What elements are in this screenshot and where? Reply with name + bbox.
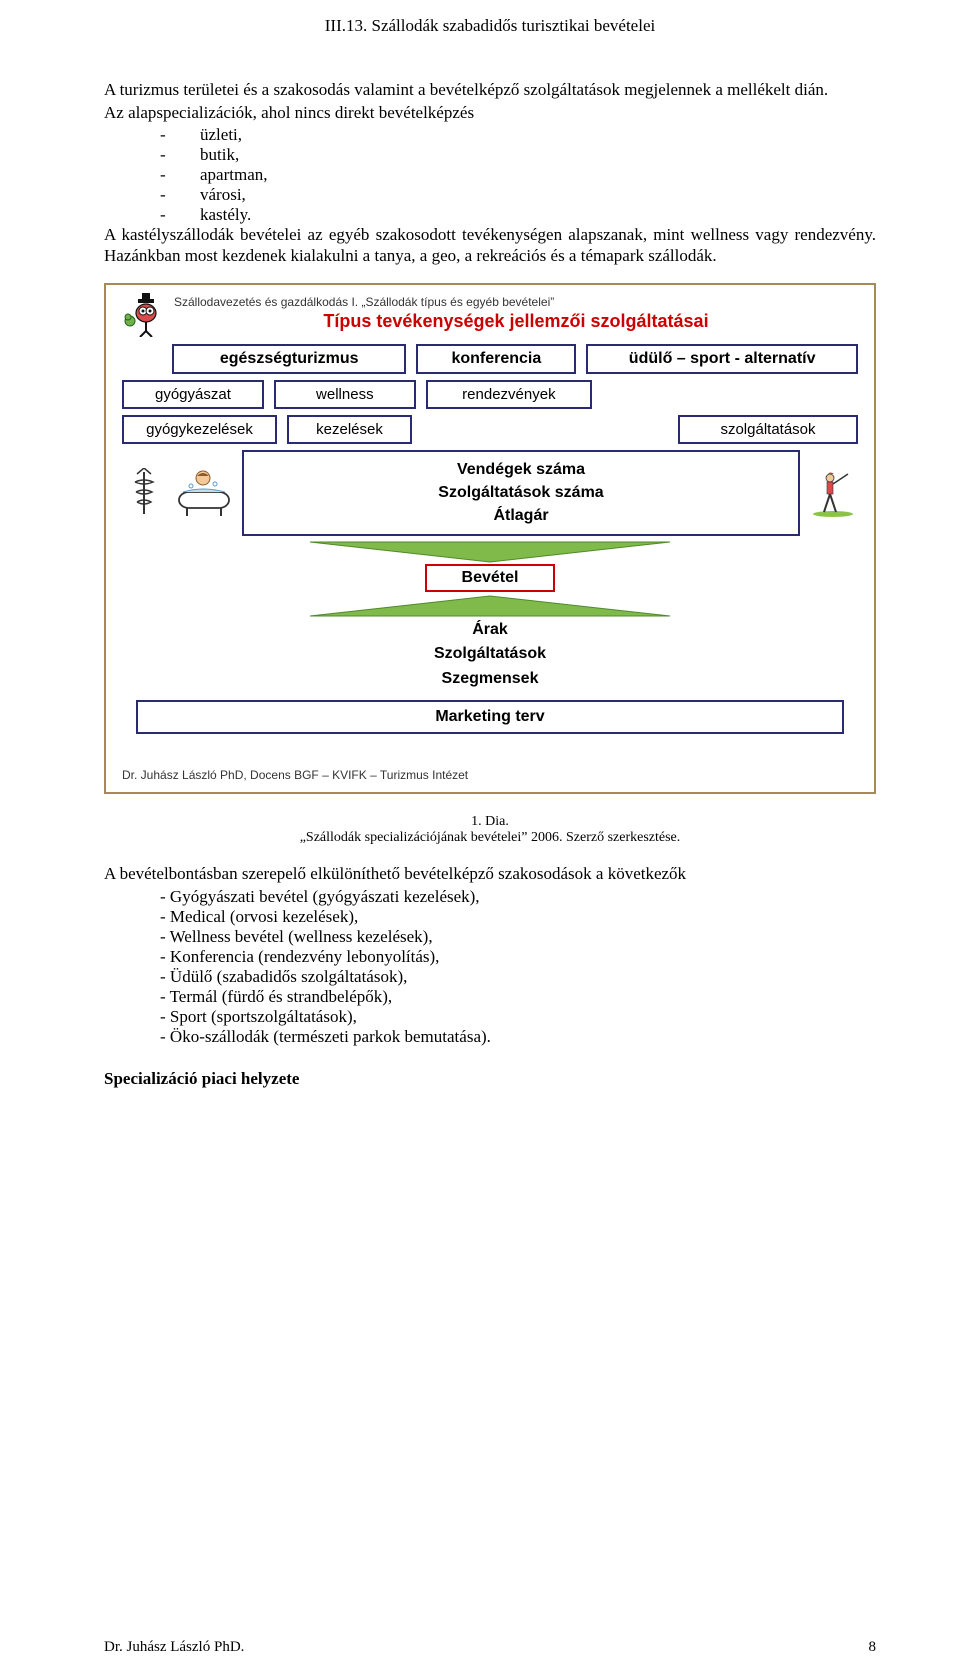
list-item: - Konferencia (rendezvény lebonyolítás), bbox=[160, 947, 876, 967]
list-item: - Medical (orvosi kezelések), bbox=[160, 907, 876, 927]
line-services: Szolgáltatások bbox=[122, 642, 858, 667]
box-wellness: wellness bbox=[274, 380, 416, 409]
list-dash: - bbox=[160, 145, 200, 165]
list-item: - Üdülő (szabadidős szolgáltatások), bbox=[160, 967, 876, 987]
box-therapy: gyógyászat bbox=[122, 380, 264, 409]
list-dash: - bbox=[160, 125, 200, 145]
paragraph-intro: A turizmus területei és a szakosodás val… bbox=[104, 80, 876, 101]
bathtub-icon bbox=[174, 467, 234, 519]
caption-number: 1. Dia. bbox=[471, 814, 509, 829]
mascot-icon bbox=[122, 295, 166, 335]
figure-caption: 1. Dia. „Szállodák specializációjának be… bbox=[104, 814, 876, 846]
arrow-up-icon bbox=[122, 592, 858, 618]
box-conference: konferencia bbox=[416, 344, 576, 374]
spec-list: -üzleti, -butik, -apartman, -városi, -ka… bbox=[160, 125, 876, 225]
paragraph-spec-intro: Az alapspecializációk, ahol nincs direkt… bbox=[104, 103, 876, 124]
diagram-title: Típus tevékenységek jellemzői szolgáltat… bbox=[174, 311, 858, 332]
diagram: Szállodavezetés és gazdálkodás I. „Száll… bbox=[104, 283, 876, 794]
line-prices: Árak bbox=[122, 618, 858, 643]
golfer-icon bbox=[808, 467, 858, 519]
list-dash: - bbox=[160, 165, 200, 185]
page-header: III.13. Szállodák szabadidős turisztikai… bbox=[104, 16, 876, 36]
metric-avgprice: Átlagár bbox=[252, 504, 790, 527]
list-dash: - bbox=[160, 185, 200, 205]
box-health-tourism: egészségturizmus bbox=[172, 344, 406, 374]
arrow-down-icon bbox=[122, 540, 858, 566]
caduceus-icon bbox=[122, 473, 166, 513]
box-treatments: kezelések bbox=[287, 415, 412, 444]
revenue-box: Bevétel bbox=[425, 564, 555, 592]
diagram-source: Szállodavezetés és gazdálkodás I. „Száll… bbox=[174, 295, 858, 309]
box-services: szolgáltatások bbox=[678, 415, 858, 444]
lower-stack: Árak Szolgáltatások Szegmensek bbox=[122, 618, 858, 692]
list-item: - Termál (fürdő és strandbelépők), bbox=[160, 987, 876, 1007]
list-dash: - bbox=[160, 205, 200, 225]
list-item: - Öko-szállodák (természeti parkok bemut… bbox=[160, 1027, 876, 1047]
subheading-market-position: Specializáció piaci helyzete bbox=[104, 1069, 876, 1089]
list-item: apartman, bbox=[200, 165, 876, 185]
metric-services: Szolgáltatások száma bbox=[252, 481, 790, 504]
list-item: városi, bbox=[200, 185, 876, 205]
list-item: - Gyógyászati bevétel (gyógyászati kezel… bbox=[160, 887, 876, 907]
list-item: - Wellness bevétel (wellness kezelések), bbox=[160, 927, 876, 947]
box-events: rendezvények bbox=[426, 380, 592, 409]
caption-text: „Szállodák specializációjának bevételei”… bbox=[300, 830, 681, 845]
marketing-plan-box: Marketing terv bbox=[136, 700, 844, 734]
metrics-box: Vendégek száma Szolgáltatások száma Átla… bbox=[242, 450, 800, 536]
diagram-credit: Dr. Juhász László PhD, Docens BGF – KVIF… bbox=[122, 768, 858, 782]
list-item: üzleti, bbox=[200, 125, 876, 145]
metric-guests: Vendégek száma bbox=[252, 458, 790, 481]
footer-page-number: 8 bbox=[869, 1639, 877, 1656]
paragraph-hotel-types: A kastélyszállodák bevételei az egyéb sz… bbox=[104, 225, 876, 266]
footer-author: Dr. Juhász László PhD. bbox=[104, 1639, 244, 1656]
list-item: - Sport (sportszolgáltatások), bbox=[160, 1007, 876, 1027]
breakdown-intro: A bevételbontásban szerepelő elkülöníthe… bbox=[104, 864, 876, 885]
line-segments: Szegmensek bbox=[122, 667, 858, 692]
breakdown-list: - Gyógyászati bevétel (gyógyászati kezel… bbox=[160, 887, 876, 1047]
list-item: kastély. bbox=[200, 205, 876, 225]
list-item: butik, bbox=[200, 145, 876, 165]
box-resort-sport: üdülő – sport - alternatív bbox=[586, 344, 858, 374]
box-medical-treatments: gyógykezelések bbox=[122, 415, 277, 444]
page-footer: Dr. Juhász László PhD. 8 bbox=[104, 1639, 876, 1656]
